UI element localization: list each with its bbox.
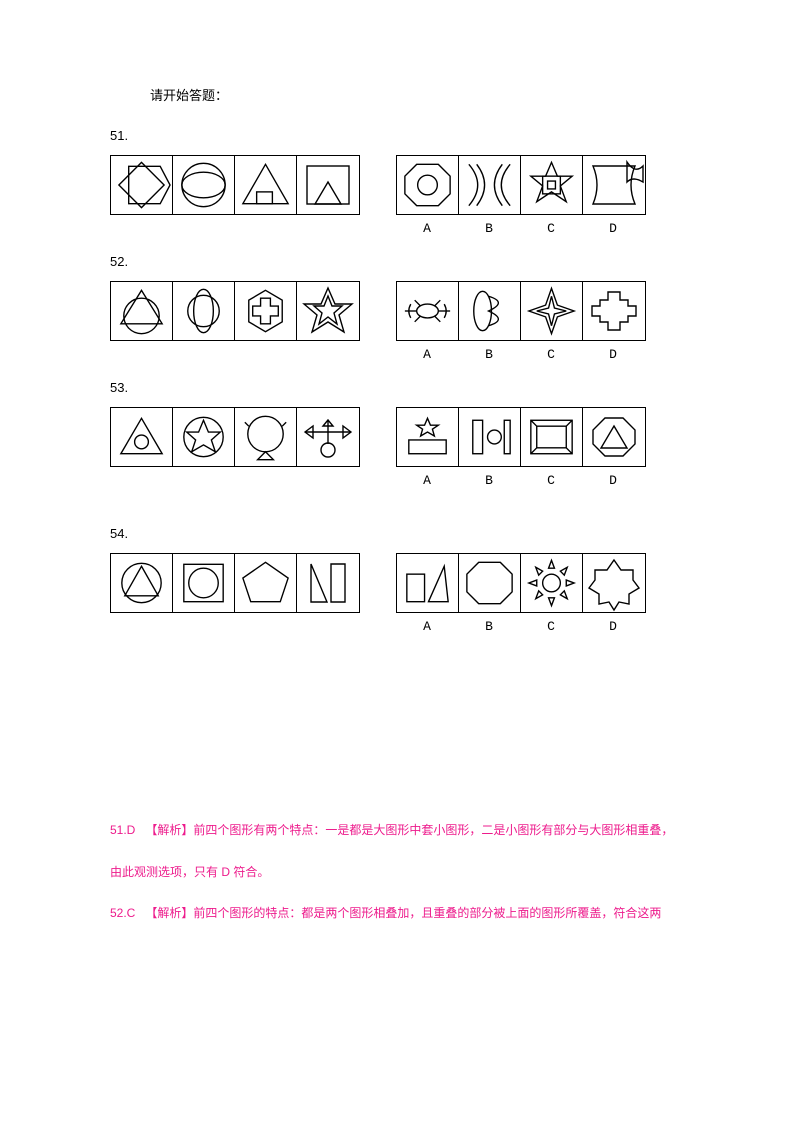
question-group-right: A B C D	[396, 155, 646, 236]
figure-cell	[111, 156, 173, 214]
figure-cell	[111, 282, 173, 340]
option-label: C	[520, 473, 582, 488]
figure-cell	[297, 282, 359, 340]
question-group-left	[110, 155, 360, 215]
figure-cell	[297, 408, 359, 466]
answers-section: 51.D 【解析】前四个图形有两个特点：一是都是大图形中套小图形，二是小图形有部…	[110, 814, 683, 931]
option-label: B	[458, 221, 520, 236]
question-group-left	[110, 553, 360, 613]
question-number: 53.	[110, 380, 683, 395]
figure-cell	[173, 156, 235, 214]
option-label: A	[396, 473, 458, 488]
question-52-figures: A B C D	[110, 281, 683, 362]
option-label: B	[458, 347, 520, 362]
figure-cell	[397, 408, 459, 466]
figure-cell	[521, 156, 583, 214]
option-label: A	[396, 619, 458, 634]
option-label: C	[520, 619, 582, 634]
answer-text: 由此观测选项，只有 D 符合。	[110, 865, 269, 879]
figure-cell	[111, 554, 173, 612]
figure-cell	[397, 156, 459, 214]
figure-cell	[583, 282, 645, 340]
option-label: D	[582, 473, 644, 488]
question-group-right: A B C D	[396, 553, 646, 634]
figure-cell	[521, 554, 583, 612]
figure-cell	[111, 408, 173, 466]
figure-cell	[173, 554, 235, 612]
figure-cell	[583, 408, 645, 466]
figure-cell	[459, 408, 521, 466]
option-label: C	[520, 347, 582, 362]
question-group-left	[110, 281, 360, 341]
figure-cell	[235, 282, 297, 340]
question-54-figures: A B C D	[110, 553, 683, 634]
option-label: D	[582, 221, 644, 236]
figure-cell	[297, 156, 359, 214]
option-label: A	[396, 347, 458, 362]
figure-cell	[235, 554, 297, 612]
instruction-text: 请开始答题：	[150, 85, 683, 104]
figure-cell	[583, 554, 645, 612]
figure-cell	[521, 282, 583, 340]
figure-cell	[297, 554, 359, 612]
figure-cell	[235, 408, 297, 466]
answer-text: 【解析】前四个图形的特点：都是两个图形相叠加，且重叠的部分被上面的图形所覆盖，符…	[145, 906, 661, 920]
question-number: 51.	[110, 128, 683, 143]
figure-cell	[397, 282, 459, 340]
option-label: A	[396, 221, 458, 236]
option-label: D	[582, 619, 644, 634]
figure-cell	[583, 156, 645, 214]
question-group-right: A B C D	[396, 407, 646, 488]
figure-cell	[397, 554, 459, 612]
question-number: 52.	[110, 254, 683, 269]
answer-line: 51.D 【解析】前四个图形有两个特点：一是都是大图形中套小图形，二是小图形有部…	[110, 814, 683, 848]
option-label: B	[458, 473, 520, 488]
answer-number: 51.D	[110, 823, 135, 837]
question-51-figures: A B C D	[110, 155, 683, 236]
answer-line: 由此观测选项，只有 D 符合。	[110, 856, 683, 890]
question-number: 54.	[110, 526, 683, 541]
option-label: C	[520, 221, 582, 236]
figure-cell	[235, 156, 297, 214]
answer-text: 【解析】前四个图形有两个特点：一是都是大图形中套小图形，二是小图形有部分与大图形…	[145, 823, 673, 837]
figure-cell	[459, 282, 521, 340]
question-group-left	[110, 407, 360, 467]
question-group-right: A B C D	[396, 281, 646, 362]
question-53-figures: A B C D	[110, 407, 683, 488]
option-label: B	[458, 619, 520, 634]
figure-cell	[459, 156, 521, 214]
figure-cell	[173, 282, 235, 340]
figure-cell	[521, 408, 583, 466]
figure-cell	[459, 554, 521, 612]
figure-cell	[173, 408, 235, 466]
answer-number: 52.C	[110, 906, 135, 920]
option-label: D	[582, 347, 644, 362]
answer-line: 52.C 【解析】前四个图形的特点：都是两个图形相叠加，且重叠的部分被上面的图形…	[110, 897, 683, 931]
